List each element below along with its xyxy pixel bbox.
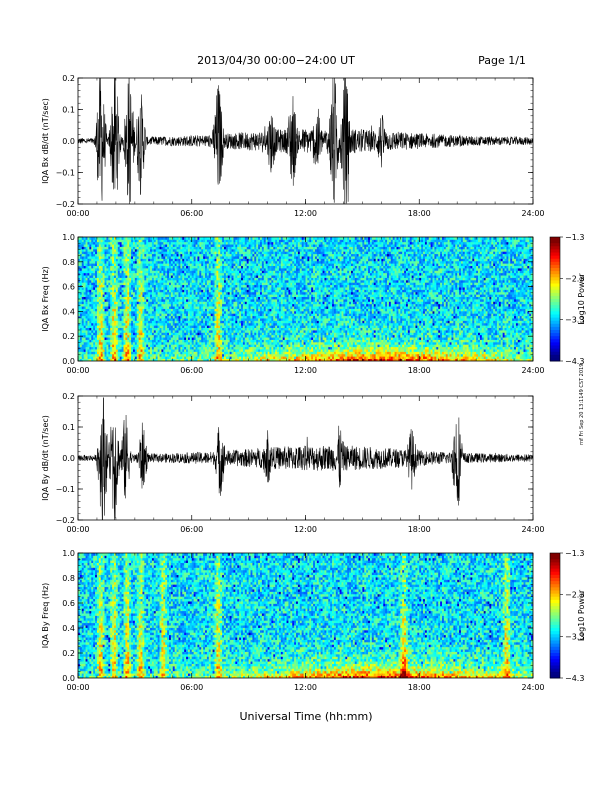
y-tick-label: 0.4 [62,624,75,633]
y-tick-label: 0.1 [62,423,75,432]
y-tick-label: 0.2 [62,392,75,401]
colorbar-tick-label: −4.3 [565,674,584,683]
panel-1: 0.2 0.1 0.0 −0.1 −0.200:00 06:00 12:00 18:00 24:… [41,74,545,218]
x-tick-label: 18:00 [408,209,431,218]
colorbar-label: Log10 Power [577,273,586,325]
x-tick-label: 06:00 [180,209,203,218]
y-axis-label: IQA By dB/dt (nT/sec) [41,415,50,501]
y-tick-label: 0.1 [62,106,75,115]
colorbar-tick-label: −4.3 [565,357,584,366]
y-tick-label: 0.0 [62,454,75,463]
y-tick-label: 0.2 [62,332,75,341]
y-tick-label: 0.0 [62,357,75,366]
x-tick-label: 12:00 [294,366,317,375]
x-tick-label: 12:00 [294,209,317,218]
x-tick-label: 00:00 [66,683,89,692]
timeseries [78,397,533,520]
x-tick-label: 00:00 [66,366,89,375]
panels: 0.20.10.0−0.1−0.200:00 06:00 12:00 18:00 24:… [41,74,586,692]
y-tick-label: 1.0 [62,549,75,558]
colorbar-tick-label: −3.3 [565,316,584,325]
colorbar-tick-label: −2.3 [565,274,584,283]
x-tick-label: 06:00 [180,683,203,692]
y-axis-label: IQA Bx dB/dt (nT/sec) [41,98,50,184]
y-tick-label: 0.0 [62,137,75,146]
x-tick-label: 12:00 [294,683,317,692]
y-tick-label: 0.0 [62,674,75,683]
x-tick-label: 18:00 [408,525,431,534]
x-tick-label: 00:00 [66,209,89,218]
signal-trace [78,397,533,520]
panel-4: −1.3 −2.3 −3.3 −4.3 Log10 Power 1.0 0.8 0.6 0.4 0… [41,549,586,692]
x-tick-label: 00:00 [66,525,89,534]
y-tick-label: −0.2 [56,200,75,209]
side-stamp: rnf Fri Sep 20 13:1149 CST 2019 [579,364,585,445]
y-tick-label: 0.8 [62,258,75,267]
y-axis-label: IQA By Freq (Hz) [41,583,50,649]
figure-title: 2013/04/30 00:00−24:00 UT [197,54,355,67]
colorbar: −1.3 −2.3 −3.3 −4.3 Log10 Power [549,549,586,683]
x-tick-label: 24:00 [521,209,544,218]
colorbar: −1.3 −2.3 −3.3 −4.3 Log10 Power [549,233,586,366]
colorbar-tick-label: −2.3 [565,591,584,600]
x-tick-label: 12:00 [294,525,317,534]
signal-trace [78,78,533,204]
x-tick-label: 06:00 [180,525,203,534]
y-tick-label: −0.1 [56,169,75,178]
y-tick-label: 0.6 [62,599,75,608]
panel-2: −1.3 −2.3 −3.3 −4.3 Log10 Power 1.0 0.8 0.6 0.4 0… [41,233,586,375]
colorbar-tick-label: −3.3 [565,632,584,641]
spectrogram [78,237,533,361]
y-tick-label: 0.4 [62,307,75,316]
y-tick-label: 0.2 [62,649,75,658]
colorbar-frame [549,236,561,362]
timeseries [78,78,533,204]
colorbar-tick-label: −1.3 [565,549,584,558]
y-axis-label: IQA Bx Freq (Hz) [41,266,50,332]
y-tick-label: 1.0 [62,233,75,242]
y-tick-label: −0.2 [56,516,75,525]
x-tick-label: 18:00 [408,683,431,692]
x-tick-label: 24:00 [521,366,544,375]
panel-3: 0.2 0.1 0.0 −0.1 −0.200:00 06:00 12:00 18:00 24:… [41,392,545,534]
colorbar-tick-label: −1.3 [565,233,584,242]
x-tick-label: 18:00 [408,366,431,375]
y-tick-label: 0.8 [62,574,75,583]
x-axis-label: Universal Time (hh:mm) [240,710,373,723]
x-tick-label: 24:00 [521,525,544,534]
page-indicator: Page 1/1 [478,54,526,67]
y-tick-label: 0.2 [62,74,75,83]
x-tick-label: 06:00 [180,366,203,375]
y-tick-label: −0.1 [56,485,75,494]
spectrogram [78,553,533,678]
colorbar-frame [549,552,561,679]
colorbar-label: Log10 Power [577,589,586,641]
y-tick-label: 0.6 [62,283,75,292]
x-tick-label: 24:00 [521,683,544,692]
